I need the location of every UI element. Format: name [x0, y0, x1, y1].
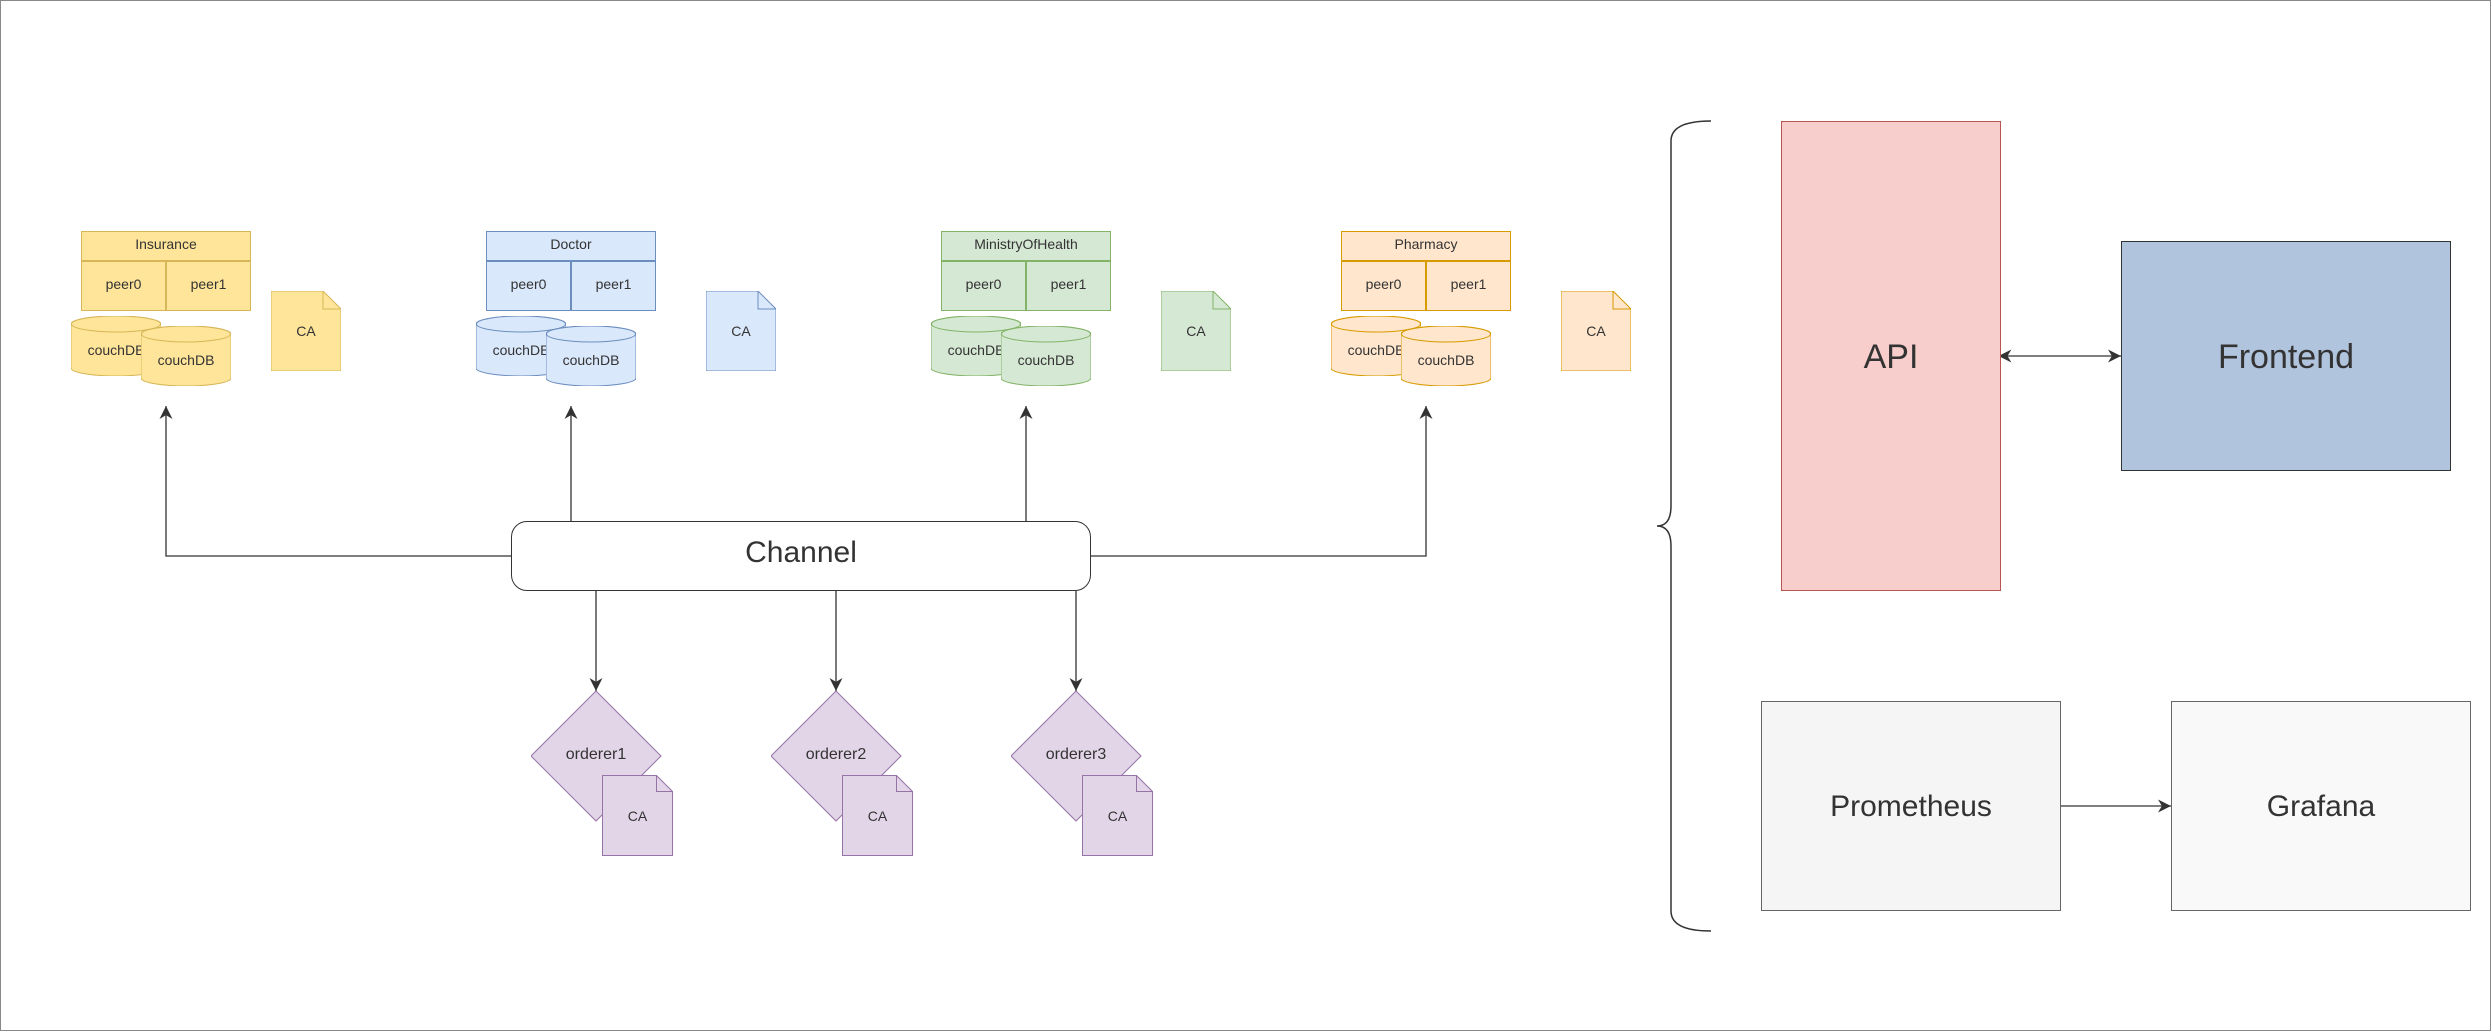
ca-label: CA	[1561, 323, 1631, 339]
peer-box: peer0	[486, 261, 571, 311]
peer-box: peer0	[941, 261, 1026, 311]
org-title: Insurance	[81, 231, 251, 261]
orderer-node: orderer1 CA	[531, 691, 711, 891]
orderer-label: orderer2	[771, 746, 901, 764]
couchdb-cylinder: couchDB	[141, 326, 231, 386]
orderer-ca-label: CA	[1083, 808, 1153, 824]
ca-note: CA	[1561, 291, 1631, 371]
peer-box: peer1	[166, 261, 251, 311]
org-title: Doctor	[486, 231, 656, 261]
prometheus-box: Prometheus	[1761, 701, 2061, 911]
ca-note: CA	[1161, 291, 1231, 371]
couchdb-cylinder: couchDB	[546, 326, 636, 386]
peer-box: peer1	[571, 261, 656, 311]
peer-box: peer0	[81, 261, 166, 311]
org-title: Pharmacy	[1341, 231, 1511, 261]
orderer-node: orderer3 CA	[1011, 691, 1191, 891]
couchdb-cylinder: couchDB	[1001, 326, 1091, 386]
peer-box: peer1	[1426, 261, 1511, 311]
orderer-label: orderer3	[1011, 746, 1141, 764]
orderer-ca-label: CA	[603, 808, 673, 824]
peer-box: peer0	[1341, 261, 1426, 311]
ca-note: CA	[706, 291, 776, 371]
ca-note: CA	[271, 291, 341, 371]
couchdb-label: couchDB	[546, 352, 636, 368]
org-title: MinistryOfHealth	[941, 231, 1111, 261]
ca-label: CA	[706, 323, 776, 339]
orderer-ca-label: CA	[843, 808, 913, 824]
couchdb-cylinder: couchDB	[1401, 326, 1491, 386]
connection-layer	[1, 1, 2491, 1032]
peer-box: peer1	[1026, 261, 1111, 311]
frontend-box: Frontend	[2121, 241, 2451, 471]
channel-box: Channel	[511, 521, 1091, 591]
couchdb-label: couchDB	[1001, 352, 1091, 368]
orderer-label: orderer1	[531, 746, 661, 764]
couchdb-label: couchDB	[141, 352, 231, 368]
ca-label: CA	[1161, 323, 1231, 339]
couchdb-label: couchDB	[1401, 352, 1491, 368]
api-box: API	[1781, 121, 2001, 591]
grafana-box: Grafana	[2171, 701, 2471, 911]
diagram-canvas: Insurancepeer0peer1couchDBcouchDBCADocto…	[0, 0, 2491, 1031]
ca-label: CA	[271, 323, 341, 339]
orderer-node: orderer2 CA	[771, 691, 951, 891]
